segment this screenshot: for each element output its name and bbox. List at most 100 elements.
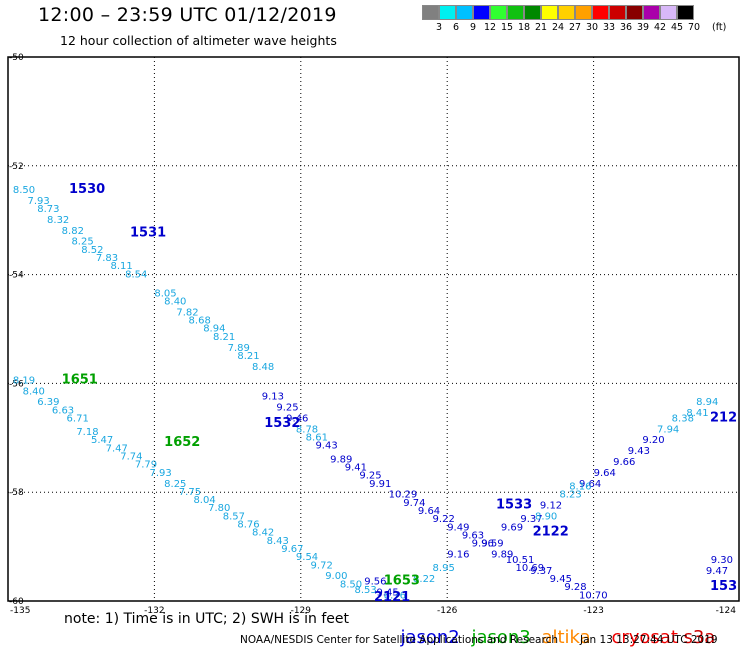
wave-height-value: 8.94 — [203, 324, 225, 335]
wave-height-value: 8.23 — [559, 490, 581, 501]
y-tick-label: -54 — [9, 271, 24, 281]
wave-height-value: 9.43 — [315, 441, 337, 452]
colorbar-swatch — [558, 5, 575, 20]
data-points: 9.139.259.469.439.899.419.259.9110.299.7… — [13, 185, 733, 601]
y-tick-label: -60 — [9, 597, 24, 607]
wave-height-value: 9.20 — [642, 435, 664, 446]
colorbar-tick-label: 18 — [517, 22, 531, 33]
colorbar-swatch — [456, 5, 473, 20]
colorbar — [422, 5, 694, 20]
wave-height-value: 7.47 — [106, 443, 128, 454]
track-labels: 1530 1531 1532 1533 2121 2122 212 153 1651 1652 16… — [62, 182, 737, 605]
wave-height-value: 8.21 — [213, 332, 235, 343]
wave-height-value: 8.50 — [340, 579, 362, 590]
colorbar-tick-label: 15 — [500, 22, 514, 33]
x-tick-label: -124 — [716, 606, 737, 616]
tick-labels: -50 -52 -54 -56 -58 -60-135 -132 -129 -126 -123 -1… — [9, 53, 736, 616]
wave-height-value: 7.93 — [150, 468, 172, 479]
wave-height-value: 9.69 — [501, 522, 523, 533]
wave-height-value: 7.79 — [135, 460, 157, 471]
wave-height-value: 9.64 — [418, 506, 440, 517]
y-tick-label: -56 — [9, 379, 24, 389]
y-tick-label: -52 — [9, 162, 24, 172]
wave-height-value: 9.91 — [369, 479, 391, 490]
colorbar-tick-label: 3 — [435, 22, 443, 33]
wave-height-value: 7.82 — [176, 307, 198, 318]
wave-height-value: 8.04 — [193, 495, 215, 506]
wave-height-value: 9.66 — [613, 457, 635, 468]
colorbar-swatch — [677, 5, 694, 20]
wave-height-value: 8.76 — [237, 520, 259, 531]
wave-height-value: 7.74 — [120, 452, 142, 463]
track-label: 2122 — [533, 525, 569, 540]
wave-height-value: 9.16 — [447, 549, 469, 560]
wave-height-value: 7.94 — [657, 424, 679, 435]
wave-height-value: 8.32 — [47, 215, 69, 226]
colorbar-tick-label: 27 — [568, 22, 582, 33]
track-label: 1531 — [130, 226, 166, 241]
x-tick-label: -126 — [437, 606, 458, 616]
wave-height-value: 5.47 — [91, 435, 113, 446]
colorbar-swatch — [439, 5, 456, 20]
colorbar-tick-label: 6 — [452, 22, 460, 33]
wave-height-value: 9.64 — [594, 468, 616, 479]
wave-height-value: 9.54 — [296, 552, 318, 563]
wave-height-value: 8.73 — [37, 204, 59, 215]
colorbar-labels: 3 6 9 12 15 18 21 24 27 30 33 36 39 42 45 70 — [422, 22, 740, 34]
wave-height-value: 9.00 — [325, 571, 347, 582]
wave-height-value: 9.59 — [481, 539, 503, 550]
wave-height-value: 9.28 — [564, 582, 586, 593]
colorbar-tick-label: 36 — [619, 22, 633, 33]
wave-height-value: 8.78 — [296, 424, 318, 435]
wave-height-value: 9.37 — [520, 514, 542, 525]
wave-height-value: 9.45 — [550, 574, 572, 585]
legend-jason2: jason2 — [389, 606, 460, 648]
x-tick-label: -135 — [10, 606, 30, 616]
wave-height-value: 8.05 — [154, 288, 176, 299]
track-label: 1652 — [164, 435, 200, 450]
track-label: 1651 — [62, 372, 98, 387]
wave-height-value: 8.43 — [267, 536, 289, 547]
track-label: 153 — [710, 579, 737, 594]
wave-height-value: 8.48 — [252, 362, 274, 373]
wave-height-value: 8.53 — [354, 585, 376, 596]
colorbar-swatch — [575, 5, 592, 20]
wave-height-value: 6.71 — [67, 413, 89, 424]
wave-height-value: 8.68 — [189, 316, 211, 327]
wave-height-value: 10.29 — [389, 490, 418, 501]
legend-label: jason2 — [400, 627, 460, 648]
colorbar-tick-label: 30 — [585, 22, 599, 33]
wave-height-value: 7.80 — [208, 503, 230, 514]
legend-cryosat: cryosat — [600, 606, 678, 648]
wave-height-value: 8.90 — [535, 511, 557, 522]
wave-height-value: 9.72 — [311, 560, 333, 571]
colorbar-swatch — [626, 5, 643, 20]
wave-height-value: 7.83 — [96, 253, 118, 264]
colorbar-swatch — [541, 5, 558, 20]
wave-height-value: 8.61 — [306, 433, 328, 444]
wave-height-value: 8.76 — [384, 590, 406, 601]
wave-height-value: 7.89 — [228, 343, 250, 354]
wave-height-value: 8.19 — [13, 375, 35, 386]
wave-height-value: 9.74 — [403, 498, 425, 509]
wave-height-value: 8.82 — [62, 226, 84, 237]
track-label: 212 — [710, 410, 737, 425]
legend-label: cryosat — [611, 627, 678, 648]
track-label: 1532 — [264, 416, 300, 431]
colorbar-tick-label: 45 — [670, 22, 684, 33]
legend-label: jason3 — [471, 627, 531, 648]
wave-height-value: 8.50 — [13, 185, 35, 196]
wave-height-value: 9.67 — [281, 544, 303, 555]
colorbar-swatch — [592, 5, 609, 20]
colorbar-swatch — [507, 5, 524, 20]
wave-height-value: 9.13 — [262, 392, 284, 403]
chart-title: 12:00 – 23:59 UTC 01/12/2019 — [38, 4, 337, 26]
track-label: 2121 — [374, 590, 410, 605]
wave-height-value: 9.22 — [433, 514, 455, 525]
colorbar-tick-label: 21 — [534, 22, 548, 33]
wave-height-value: 9.63 — [462, 530, 484, 541]
legend-label: s3a — [683, 627, 716, 648]
legend-jason3: jason3 — [460, 606, 531, 648]
track-label: 1653 — [384, 574, 420, 589]
wave-height-value: 8.25 — [71, 237, 93, 248]
